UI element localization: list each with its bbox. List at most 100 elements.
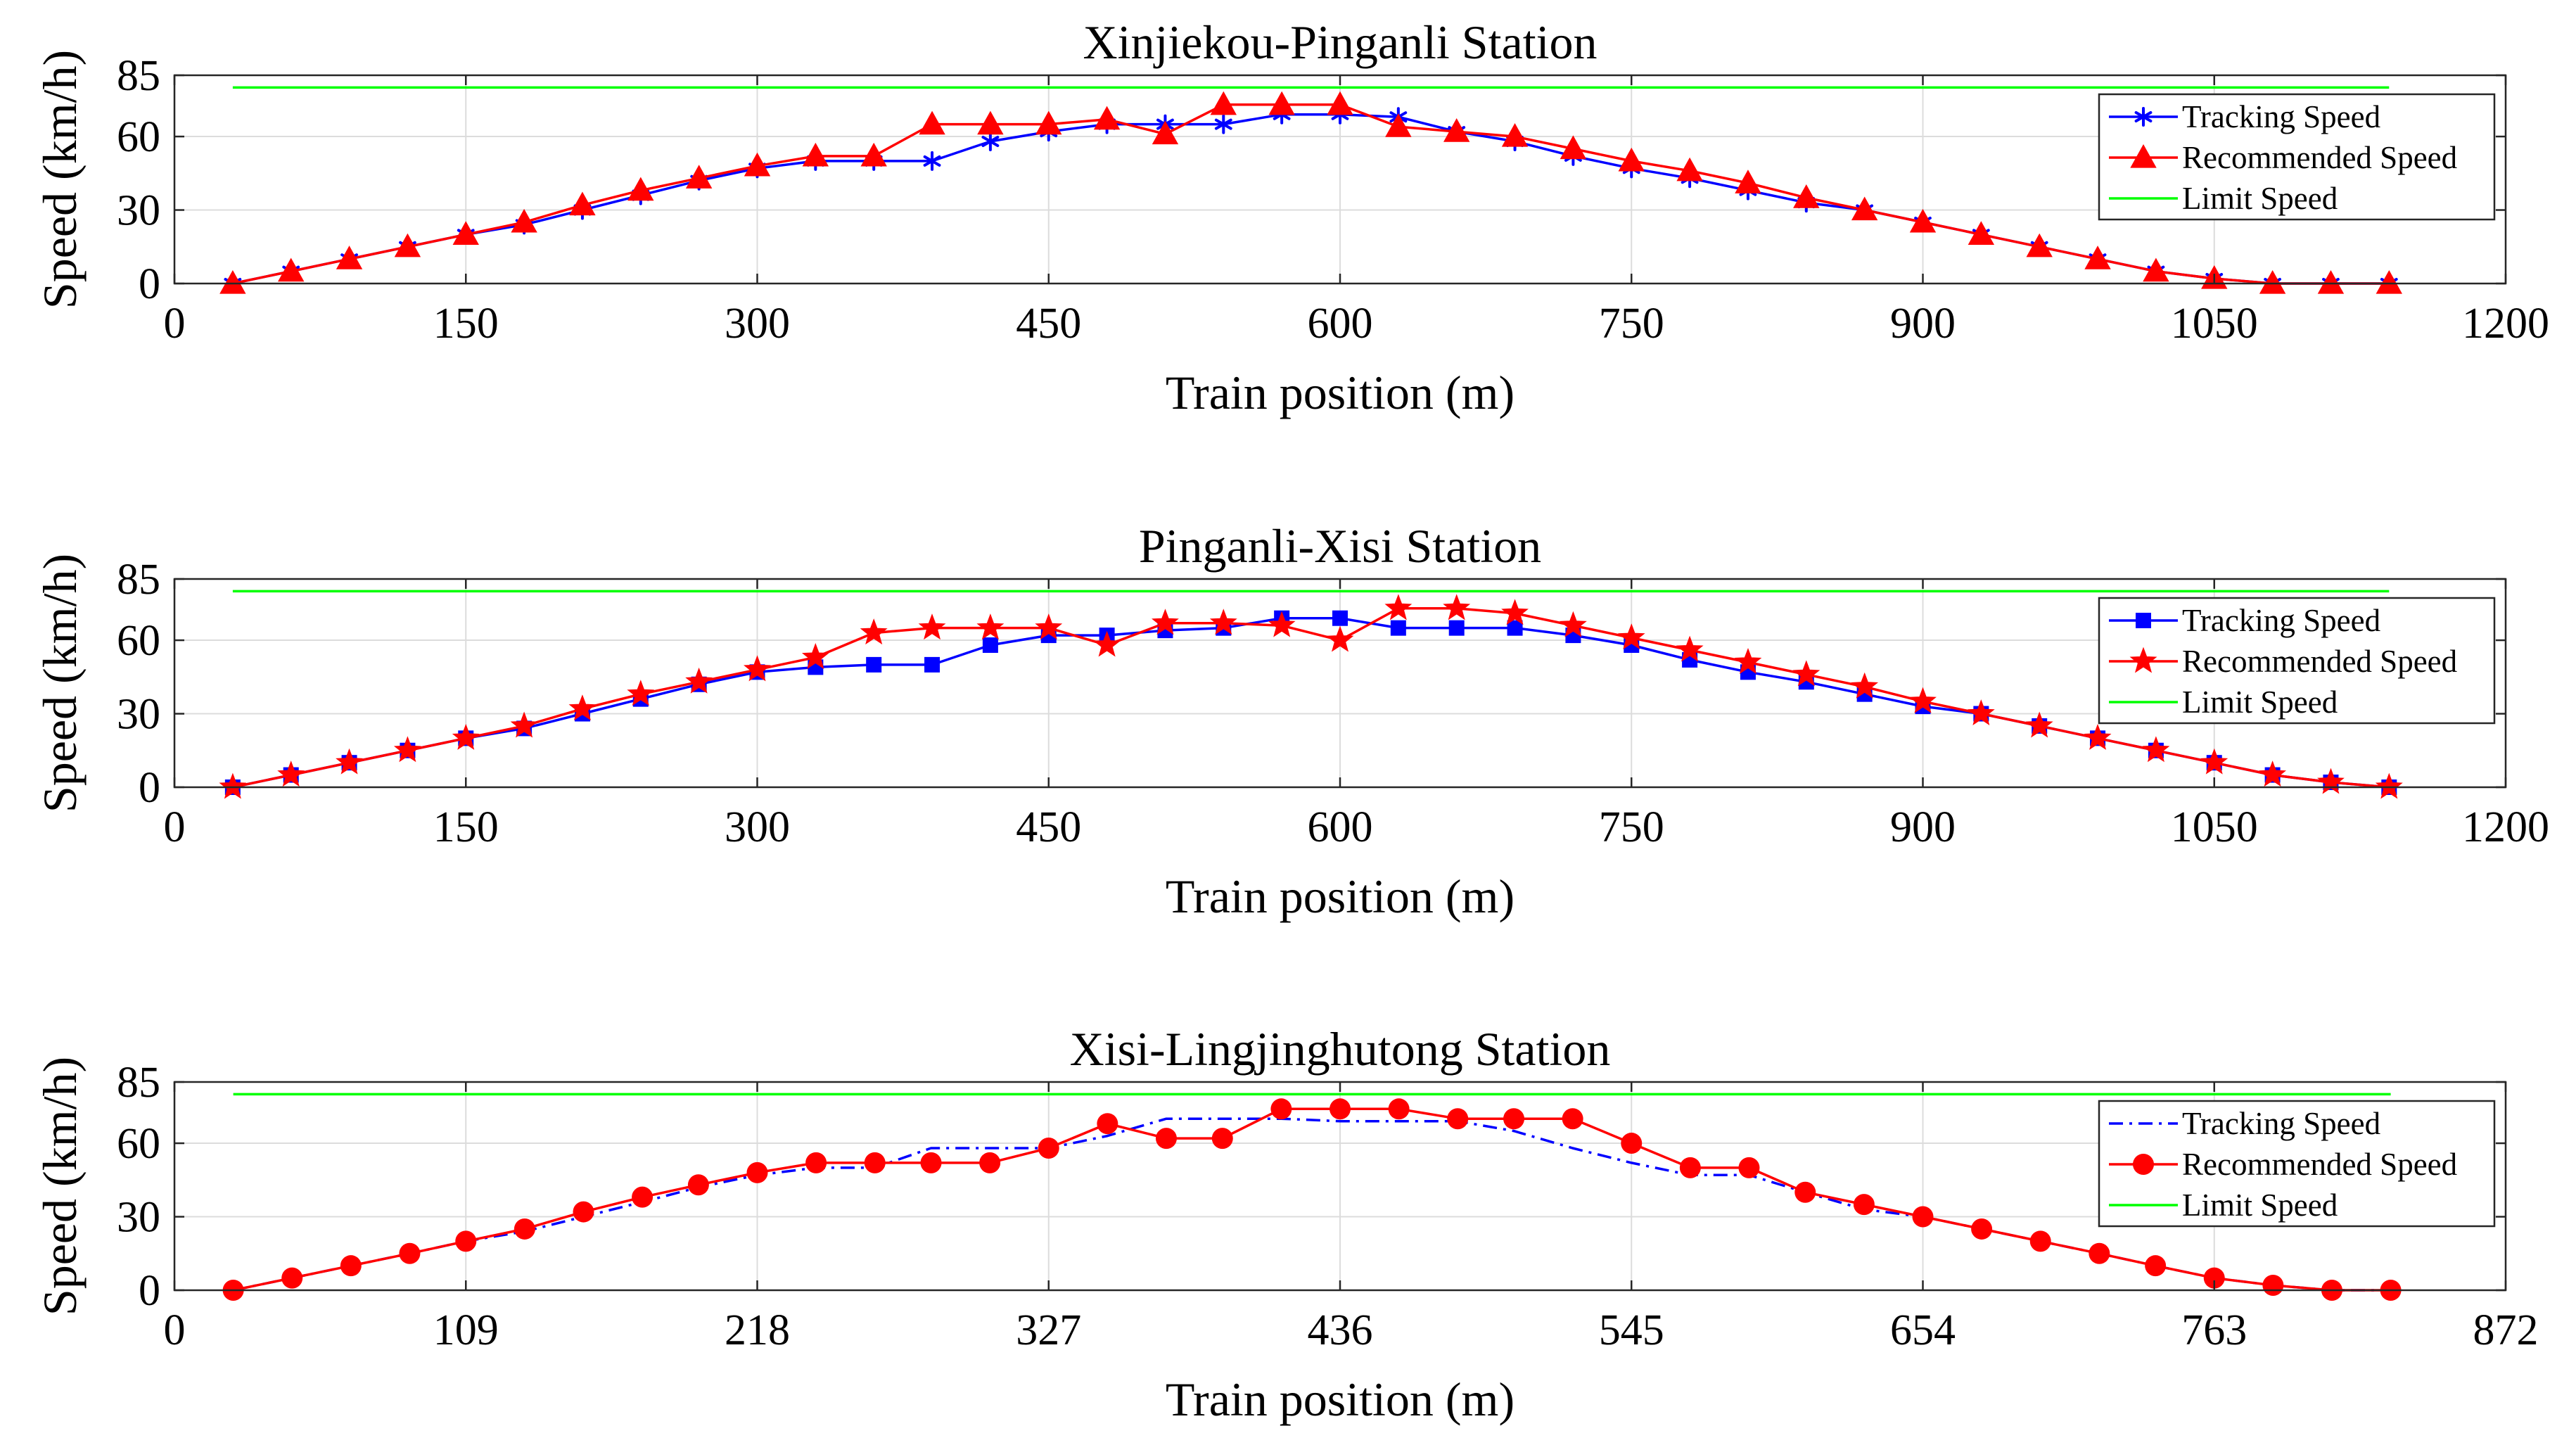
data-point bbox=[1035, 110, 1062, 135]
y-tick-label: 85 bbox=[117, 1059, 160, 1107]
data-point bbox=[1501, 599, 1529, 625]
data-point bbox=[920, 1152, 942, 1173]
x-tick-label: 900 bbox=[1890, 300, 1956, 348]
data-point bbox=[627, 177, 654, 201]
data-point bbox=[2143, 257, 2169, 282]
y-tick-label: 85 bbox=[117, 52, 160, 100]
data-point bbox=[1093, 630, 1121, 657]
x-tick-label: 1050 bbox=[2171, 803, 2258, 851]
data-point bbox=[1093, 106, 1121, 130]
data-point bbox=[514, 1218, 535, 1240]
y-tick-label: 30 bbox=[117, 187, 160, 235]
data-point bbox=[977, 110, 1004, 135]
y-tick-label: 30 bbox=[117, 1194, 160, 1242]
data-point bbox=[1851, 672, 1879, 699]
data-point bbox=[744, 152, 771, 177]
data-point bbox=[1679, 1157, 1701, 1178]
data-point bbox=[1038, 1138, 1059, 1159]
y-tick-label: 85 bbox=[117, 556, 160, 604]
data-point bbox=[1735, 170, 1761, 193]
legend-marker bbox=[2133, 1154, 2154, 1175]
data-point bbox=[1618, 147, 1645, 172]
data-point bbox=[2145, 1255, 2167, 1277]
legend-marker bbox=[2130, 144, 2157, 168]
legend-label: Limit Speed bbox=[2182, 181, 2338, 216]
data-point bbox=[866, 656, 882, 673]
data-point bbox=[1152, 609, 1179, 635]
data-point bbox=[1676, 157, 1703, 182]
data-point bbox=[2089, 1242, 2110, 1264]
data-point bbox=[2262, 1275, 2284, 1297]
data-point bbox=[864, 1152, 886, 1173]
legend-marker bbox=[2134, 107, 2153, 127]
data-point bbox=[1214, 114, 1232, 134]
data-point bbox=[982, 637, 998, 654]
data-point bbox=[1503, 1108, 1525, 1130]
y-tick-label: 30 bbox=[117, 691, 160, 739]
data-point bbox=[1097, 1113, 1118, 1135]
data-point bbox=[744, 655, 771, 682]
x-tick-label: 150 bbox=[433, 300, 499, 348]
data-point bbox=[687, 1174, 709, 1196]
legend: Tracking Speed Recommended Speed Limit Spe… bbox=[2098, 597, 2496, 725]
data-point bbox=[393, 736, 421, 763]
x-tick-label: 436 bbox=[1308, 1306, 1373, 1354]
data-point bbox=[1447, 1108, 1469, 1130]
data-point bbox=[1501, 122, 1529, 147]
x-tick-label: 218 bbox=[725, 1306, 790, 1354]
data-point bbox=[336, 748, 363, 775]
series-recommended-speed bbox=[219, 594, 2403, 799]
x-tick-label: 327 bbox=[1016, 1306, 1081, 1354]
data-point bbox=[394, 233, 421, 257]
data-point bbox=[1792, 660, 1821, 687]
data-point bbox=[219, 269, 246, 294]
chart-title: Xisi-Lingjinghutong Station bbox=[1070, 1022, 1611, 1076]
data-point bbox=[2203, 1267, 2225, 1289]
x-tick-label: 1200 bbox=[2462, 300, 2549, 348]
data-point bbox=[2084, 723, 2112, 750]
data-point bbox=[979, 1152, 1001, 1173]
x-tick-label: 109 bbox=[433, 1306, 499, 1354]
x-tick-label: 1050 bbox=[2171, 300, 2258, 348]
x-axis-label: Train position (m) bbox=[1166, 870, 1515, 923]
x-tick-label: 750 bbox=[1599, 803, 1664, 851]
data-point bbox=[569, 191, 596, 216]
x-tick-label: 300 bbox=[725, 803, 790, 851]
x-tick-label: 600 bbox=[1308, 803, 1373, 851]
data-point bbox=[1853, 1194, 1875, 1216]
data-point bbox=[1384, 594, 1413, 620]
x-tick-label: 1200 bbox=[2462, 803, 2549, 851]
y-axis-label: Speed (km/h) bbox=[33, 1057, 87, 1316]
data-point bbox=[1909, 208, 1937, 233]
data-point bbox=[981, 132, 1000, 152]
data-point bbox=[340, 1255, 362, 1277]
x-tick-label: 450 bbox=[1016, 300, 1081, 348]
data-point bbox=[278, 257, 305, 282]
data-point bbox=[399, 1242, 421, 1264]
data-point bbox=[1794, 1181, 1816, 1203]
x-tick-label: 450 bbox=[1016, 803, 1081, 851]
data-point bbox=[1268, 611, 1296, 637]
data-point bbox=[805, 1152, 827, 1173]
x-tick-label: 600 bbox=[1308, 300, 1373, 348]
data-point bbox=[573, 1201, 594, 1223]
data-point bbox=[281, 1267, 303, 1289]
x-tick-label: 654 bbox=[1890, 1306, 1956, 1354]
data-point bbox=[923, 151, 941, 171]
data-point bbox=[685, 165, 713, 189]
legend-marker bbox=[2136, 613, 2151, 628]
data-point bbox=[452, 723, 480, 750]
data-point bbox=[1909, 687, 1937, 713]
data-point bbox=[452, 221, 479, 245]
data-point bbox=[1330, 1098, 1351, 1120]
legend-label: Recommended Speed bbox=[2182, 644, 2457, 679]
series-recommended-speed bbox=[219, 91, 2402, 294]
data-point bbox=[1968, 221, 1995, 245]
data-point bbox=[511, 208, 537, 233]
legend-label: Tracking Speed bbox=[2182, 603, 2380, 638]
data-point bbox=[801, 642, 829, 669]
x-tick-label: 0 bbox=[164, 300, 186, 348]
data-point bbox=[2142, 736, 2170, 763]
legend-label: Limit Speed bbox=[2182, 685, 2338, 720]
data-point bbox=[1152, 120, 1179, 145]
